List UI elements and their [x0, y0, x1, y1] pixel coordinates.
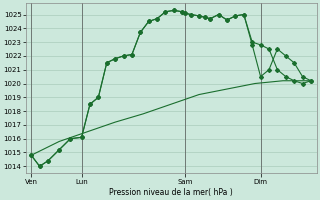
X-axis label: Pression niveau de la mer( hPa ): Pression niveau de la mer( hPa ): [109, 188, 233, 197]
